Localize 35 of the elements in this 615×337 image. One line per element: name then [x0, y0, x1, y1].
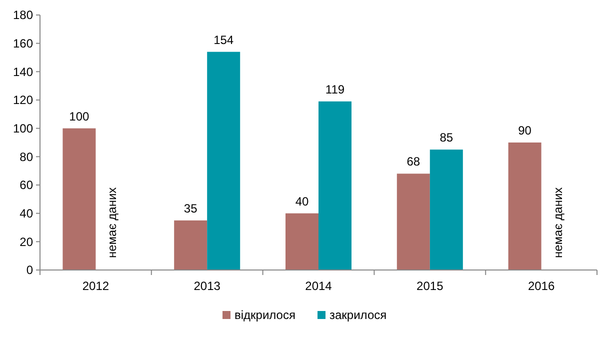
- data-label: 154: [214, 32, 234, 47]
- annotation: немає даних: [105, 187, 120, 258]
- data-label: 85: [440, 130, 454, 145]
- y-tick-label: 100: [12, 122, 34, 136]
- bar: [62, 128, 96, 270]
- y-tick-label: 120: [12, 93, 34, 108]
- data-label: 40: [295, 194, 309, 208]
- bar: [430, 150, 463, 270]
- legend-label: закрилося: [330, 308, 387, 322]
- legend-label: відкрилося: [234, 308, 296, 322]
- bar: [318, 101, 352, 270]
- y-tick-label: 180: [12, 8, 34, 22]
- data-label: 35: [184, 201, 198, 216]
- x-tick-label: 2013: [194, 279, 221, 293]
- x-tick-label: 2016: [528, 279, 555, 293]
- bar: [396, 174, 430, 270]
- x-tick-label: 2015: [416, 279, 444, 293]
- bar: [286, 213, 318, 270]
- bar: [174, 220, 208, 270]
- y-tick-label: 60: [20, 178, 34, 192]
- y-tick-label: 140: [12, 64, 34, 79]
- x-tick-label: 2012: [82, 279, 110, 293]
- y-tick-label: 40: [20, 206, 34, 221]
- bar: [207, 52, 240, 270]
- y-tick-label: 20: [20, 234, 34, 249]
- y-tick-label: 80: [20, 150, 34, 164]
- annotation: немає даних: [550, 187, 565, 258]
- data-label: 100: [69, 109, 90, 124]
- bar: [508, 142, 542, 270]
- data-label: 68: [406, 154, 420, 169]
- data-label: 90: [518, 124, 532, 138]
- y-tick-label: 0: [26, 263, 34, 278]
- y-tick-label: 160: [12, 36, 34, 51]
- x-tick-label: 2014: [305, 279, 332, 293]
- data-label: 119: [325, 82, 345, 96]
